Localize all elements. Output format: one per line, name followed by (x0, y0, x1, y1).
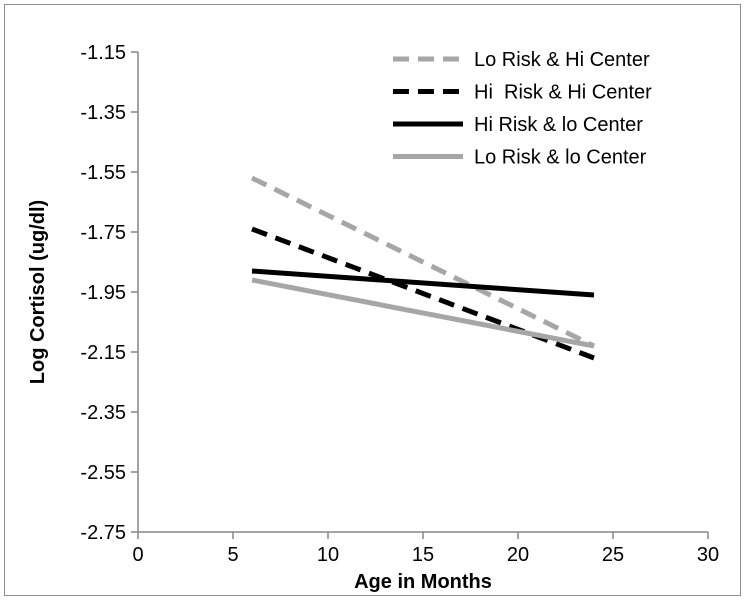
y-tick-label: -2.15 (80, 342, 126, 364)
y-tick-label: -1.75 (80, 222, 126, 244)
x-tick-label: 25 (602, 544, 624, 566)
y-tick-label: -1.15 (80, 42, 126, 64)
legend-label-1: Lo Risk & Hi Center (474, 49, 650, 71)
x-tick-label: 30 (697, 544, 719, 566)
series-line-4 (251, 277, 595, 349)
legend: Lo Risk & Hi Center Hi Risk & Hi Center Hi… (393, 49, 652, 169)
series-lines (250, 175, 596, 361)
legend-label-2: Hi Risk & Hi Center (474, 82, 652, 104)
y-tick-label: -1.55 (80, 162, 126, 184)
x-tick-label: 20 (507, 544, 529, 566)
x-tick-label: 5 (227, 544, 238, 566)
series-line-1 (250, 175, 596, 349)
series-line-3 (251, 268, 595, 298)
y-tick-label: -2.75 (80, 522, 126, 544)
x-tick-label: 15 (412, 544, 434, 566)
x-ticks: 0 5 10 15 20 25 30 (132, 532, 719, 566)
legend-label-4: Lo Risk & lo Center (474, 147, 647, 169)
y-tick-label: -1.35 (80, 102, 126, 124)
x-tick-label: 0 (132, 544, 143, 566)
y-tick-label: -2.55 (80, 462, 126, 484)
legend-label-3: Hi Risk & lo Center (474, 114, 643, 136)
y-axis-title: Log Cortisol (ug/dl) (27, 200, 49, 384)
y-tick-label: -2.35 (80, 402, 126, 424)
chart-frame (4, 4, 741, 596)
x-tick-label: 10 (317, 544, 339, 566)
y-ticks: -1.15 -1.35 -1.55 -1.75 -1.95 -2.15 -2.35 -2.55… (80, 42, 138, 544)
y-tick-label: -1.95 (80, 282, 126, 304)
x-axis-title: Age in Months (354, 571, 492, 593)
